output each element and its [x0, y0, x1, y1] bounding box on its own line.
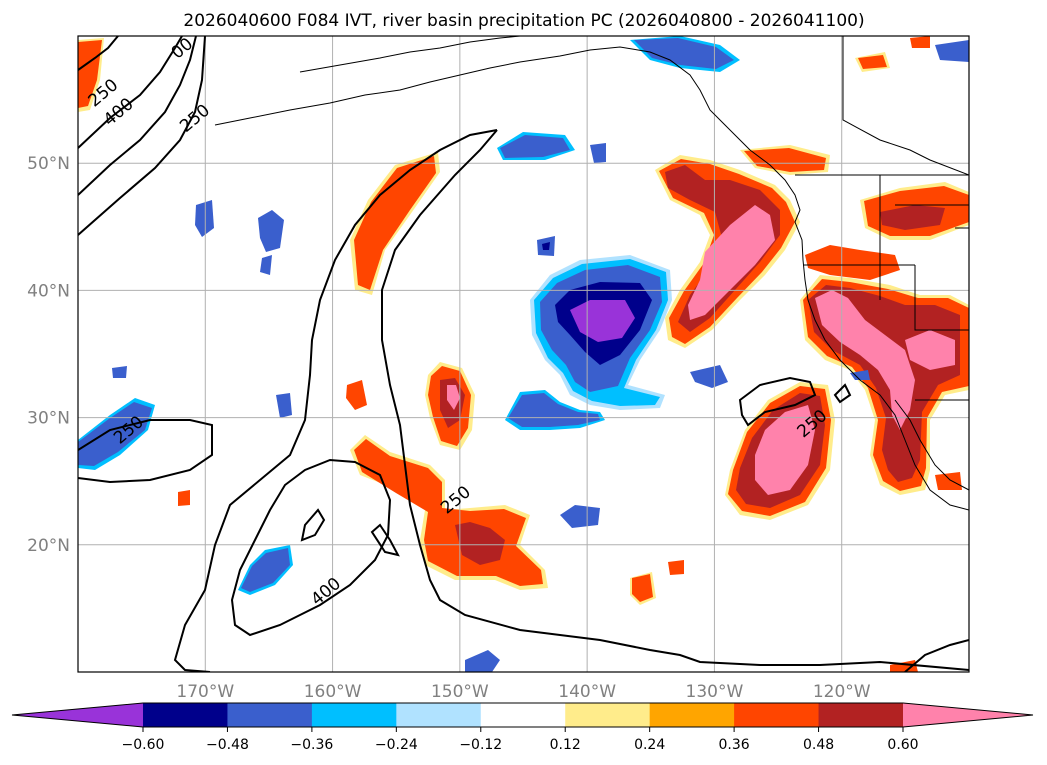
- ivt-contours: [78, 36, 969, 672]
- precip-blob: [815, 290, 915, 430]
- alaska-canada-border: [842, 36, 969, 176]
- precip-blob: [805, 245, 900, 280]
- colorbar-tick-label: −0.60: [122, 737, 165, 753]
- precip-blob: [260, 255, 272, 275]
- ivt-contour-line: [230, 458, 392, 637]
- precip-blob: [276, 393, 292, 418]
- precip-blob: [755, 405, 815, 495]
- colorbar-tick-label: 0.36: [719, 737, 750, 753]
- alaska-peninsula: [299, 36, 521, 73]
- colorbar-bin: [311, 703, 397, 727]
- precip-blob: [690, 365, 728, 388]
- lon-tick-label: 170°W: [176, 682, 234, 702]
- precip-blob: [858, 55, 887, 69]
- precip-blob: [241, 548, 290, 592]
- longitude-labels: 170°W 160°W 150°W 140°W 130°W 120°W: [176, 682, 870, 702]
- ivt-contour-line: [78, 36, 183, 149]
- ivt-contour-line: [904, 639, 969, 672]
- lat-tick-label: 40°N: [27, 281, 70, 301]
- precip-blob: [542, 242, 550, 250]
- precip-blob: [744, 148, 826, 172]
- precip-blob: [880, 205, 945, 230]
- colorbar-bin: [480, 703, 566, 727]
- colorbar-tick-label: −0.48: [206, 737, 249, 753]
- latitude-labels: 50°N 40°N 30°N 20°N: [27, 154, 70, 556]
- lon-tick-label: 160°W: [304, 682, 362, 702]
- precipitation-anomaly-layer: [78, 36, 969, 672]
- colorbar-extend-low: [12, 703, 143, 727]
- lat-tick-label: 30°N: [27, 409, 70, 429]
- colorbar-tick-label: 0.48: [803, 737, 834, 753]
- alaska-coastline: [214, 46, 751, 151]
- precip-blob: [935, 40, 969, 62]
- precip-blob: [850, 370, 870, 380]
- colorbar-tick-label: 0.24: [634, 737, 665, 753]
- colorbar-tick-label: 0.12: [550, 737, 581, 753]
- lon-tick-label: 150°W: [431, 682, 489, 702]
- lat-lon-gridlines: [78, 36, 969, 672]
- precip-blob: [570, 300, 635, 342]
- ivt-contour-line: [381, 129, 969, 671]
- precip-blob: [465, 650, 500, 672]
- lon-tick-label: 120°W: [813, 682, 871, 702]
- precip-blob: [935, 472, 962, 490]
- ivt-contour-line: [738, 376, 817, 427]
- state-border: [914, 265, 969, 331]
- precip-blob: [560, 505, 600, 528]
- colorbar: −0.60 −0.48 −0.36 −0.24 −0.12 0.12 0.24 0.36 0.4…: [11, 702, 1034, 753]
- figure-title: 2026040600 F084 IVT, river basin precipi…: [183, 11, 864, 31]
- colorbar-tick-label: 0.60: [887, 737, 918, 753]
- precip-blob: [688, 205, 775, 320]
- ivt-contour-line: [300, 508, 326, 542]
- ivt-contour-line: [78, 36, 197, 196]
- precip-blob: [632, 574, 653, 602]
- precip-blob: [905, 330, 955, 370]
- colorbar-bin: [396, 703, 482, 727]
- precip-blob: [455, 522, 505, 565]
- ivt-contour-line: [78, 419, 213, 484]
- colorbar-tick-label: −0.36: [290, 737, 333, 753]
- precip-blob: [447, 385, 460, 410]
- ivt-contour-line: [833, 383, 852, 404]
- colorbar-tick-label: −0.24: [375, 737, 418, 753]
- colorbar-bin: [227, 703, 313, 727]
- map-frame: [77, 35, 970, 673]
- ivt-contour-line: [173, 129, 498, 672]
- precip-blob: [910, 36, 930, 48]
- colorbar-bin: [734, 703, 820, 727]
- baja-coastline: [894, 399, 969, 491]
- precip-blob: [178, 490, 190, 506]
- precip-blob: [195, 200, 214, 237]
- precip-blob: [590, 143, 606, 163]
- ivt-contour-line: [78, 36, 119, 71]
- precip-blob: [668, 560, 684, 575]
- bc-coastline: [749, 149, 801, 223]
- precip-blob: [634, 38, 734, 69]
- precip-blob: [508, 393, 600, 427]
- us-west-coastline: [794, 221, 969, 511]
- precip-blob: [890, 660, 918, 672]
- precip-blob: [500, 135, 570, 158]
- precip-blob: [346, 380, 367, 410]
- lat-tick-label: 50°N: [27, 154, 70, 174]
- precip-blob: [354, 156, 436, 290]
- colorbar-bin: [565, 703, 651, 727]
- ivt-contour-line: [78, 36, 206, 236]
- colorbar-bin: [649, 703, 735, 727]
- precip-blob: [258, 210, 284, 252]
- colorbar-tick-label: −0.12: [459, 737, 502, 753]
- colorbar-bin: [818, 703, 904, 727]
- coastlines: [214, 36, 969, 511]
- lat-tick-label: 20°N: [27, 536, 70, 556]
- lon-tick-label: 140°W: [558, 682, 616, 702]
- ivt-contour-line: [370, 523, 400, 557]
- precip-blob: [112, 366, 127, 378]
- colorbar-bin: [143, 703, 228, 727]
- colorbar-extend-high: [903, 703, 1033, 727]
- lon-tick-label: 130°W: [686, 682, 744, 702]
